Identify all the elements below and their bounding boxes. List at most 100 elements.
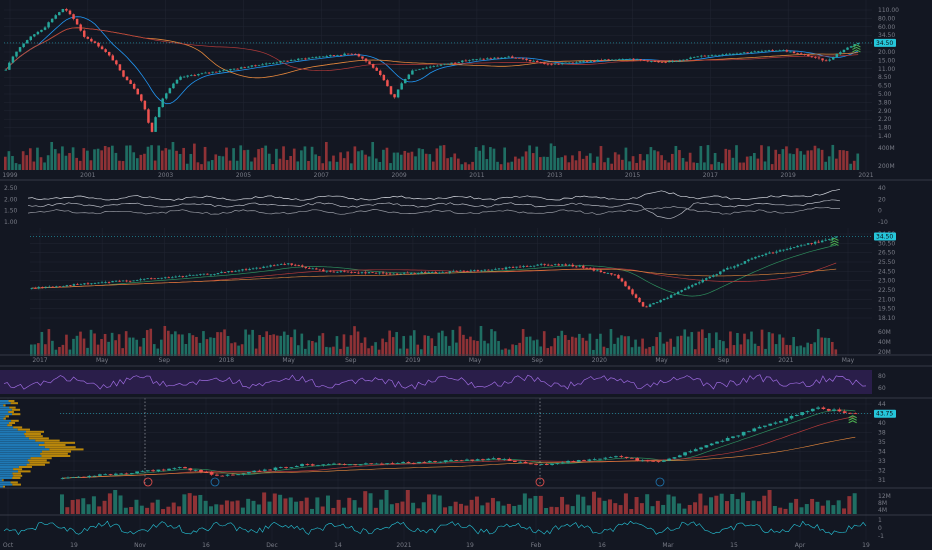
panel-separators[interactable] (0, 179, 932, 516)
candle-body (325, 56, 329, 57)
candle-body (564, 62, 567, 64)
volume-bar (377, 349, 381, 356)
candle-body (560, 462, 565, 464)
buy-signal-chevron (852, 44, 861, 48)
candle-body (535, 60, 539, 63)
volume-bar (18, 164, 21, 170)
candle-body (374, 463, 379, 465)
candle-body (675, 60, 678, 62)
volume-bar (271, 164, 275, 170)
volume-bar (847, 496, 852, 514)
volume-bar (671, 496, 676, 514)
earnings-event-icon[interactable] (143, 477, 153, 487)
candle-body (486, 458, 491, 461)
volume-bar (799, 151, 803, 170)
candle-body (743, 261, 747, 264)
volume-bar (411, 502, 416, 514)
candle-body (747, 431, 751, 433)
candle-body (532, 265, 536, 267)
volume-bar (834, 349, 838, 356)
candle-body (741, 431, 746, 436)
candle-body (443, 460, 448, 462)
volume-bar (395, 332, 398, 356)
volume-bar (193, 143, 196, 170)
candle-body (733, 266, 736, 268)
candle-body (500, 57, 503, 59)
candle-body (529, 266, 532, 267)
volume-bar (310, 146, 314, 170)
candle-body (501, 268, 504, 270)
candle-body (714, 54, 717, 56)
candle-body (414, 69, 418, 71)
candle-body (265, 266, 269, 268)
volume-axis-label: 12M (878, 493, 891, 500)
candle-body (638, 297, 641, 303)
candle-body (839, 52, 842, 55)
price-axis-label: 38 (878, 430, 886, 437)
volume-bar (788, 345, 792, 356)
volume-bar (731, 157, 735, 170)
volume-bar (121, 161, 125, 170)
volume-bar (453, 153, 457, 170)
volume-bar (382, 149, 385, 170)
candle-body (534, 464, 539, 465)
ratio-line (27, 199, 841, 220)
candle-body (103, 474, 108, 476)
volume-bar (629, 509, 634, 514)
volume-bar (195, 336, 198, 356)
volume-bar (153, 160, 157, 170)
volume-bar (439, 145, 442, 170)
earnings-event-icon[interactable] (655, 477, 665, 487)
ma-60-line (5, 27, 859, 72)
candle-body (824, 239, 827, 241)
candle-body (596, 60, 600, 62)
volume-bar (254, 348, 258, 356)
candle-body (813, 241, 817, 244)
candle-body (800, 412, 805, 415)
volume-bar (609, 329, 613, 356)
candle-body (761, 254, 764, 256)
time-axis-label: 1999 (2, 172, 17, 179)
price-axis-label: 40 (878, 420, 886, 427)
candle-body (111, 55, 115, 61)
volume-bar (496, 501, 501, 514)
candle-body (406, 462, 411, 463)
volume-bar (405, 348, 409, 356)
volume-profile-bar (0, 435, 26, 438)
last-price-label: 34.50 (876, 233, 893, 240)
volume-bar (720, 163, 724, 170)
candle-body (354, 53, 357, 55)
price-axis-label: 2.20 (878, 116, 892, 123)
candle-body (571, 62, 575, 64)
volume-bar (469, 336, 472, 356)
volume-bar (521, 156, 524, 170)
volume-bar (849, 163, 852, 170)
earnings-event-icon[interactable] (535, 477, 545, 487)
candle-body (241, 269, 244, 271)
volume-bar (150, 502, 155, 514)
candle-body (93, 41, 97, 43)
volume-bar (824, 161, 828, 170)
volume-bar (219, 332, 223, 356)
volume-profile-bar (2, 485, 5, 488)
volume-bar (300, 333, 304, 356)
volume-bar (128, 145, 132, 170)
volume-profile-bar (12, 483, 21, 486)
candle-body (60, 478, 65, 480)
volume-bar (177, 506, 182, 514)
volume-bar (182, 494, 187, 514)
candle-body (209, 274, 213, 276)
volume-profile-bar (5, 415, 9, 418)
candle-body (294, 264, 297, 266)
earnings-event-icon[interactable] (210, 477, 220, 487)
volume-bar (729, 331, 732, 356)
candle-body (237, 270, 241, 272)
candle-body (393, 94, 396, 98)
volume-bar (750, 331, 753, 356)
candle-body (262, 266, 265, 268)
candle-body (757, 255, 761, 257)
volume-bar (693, 349, 697, 356)
candle-body (805, 411, 810, 413)
volume-bar (65, 334, 68, 356)
